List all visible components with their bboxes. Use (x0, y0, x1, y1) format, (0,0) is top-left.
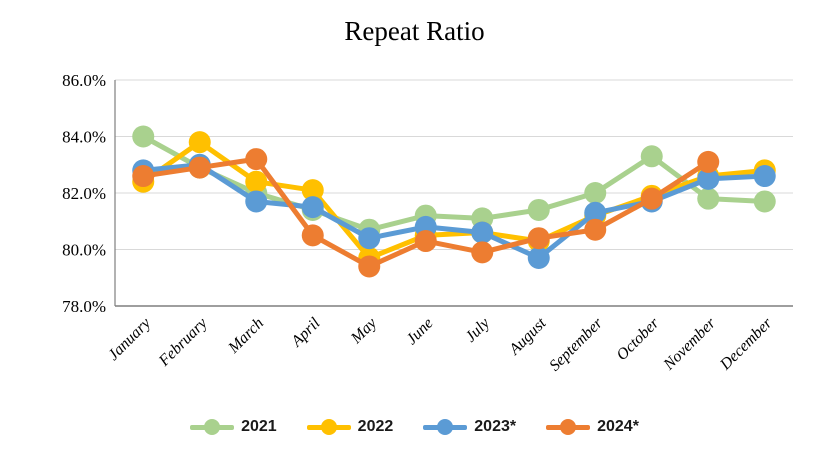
data-point-2023-may (358, 227, 381, 250)
data-point-2021-august (527, 198, 550, 221)
data-point-2024-june (414, 230, 437, 253)
x-tick-label-november: November (660, 314, 720, 374)
x-tick-label-january: January (105, 314, 155, 364)
x-tick-label-september: September (546, 314, 606, 374)
data-point-2024-november (697, 150, 720, 173)
data-point-2021-november (697, 187, 720, 210)
legend-label: 2024* (597, 418, 639, 435)
data-point-2024-september (584, 218, 607, 241)
legend-item-2021: 2021 (190, 418, 277, 436)
legend-dot-icon (437, 419, 454, 435)
x-tick-label-april: April (288, 314, 324, 350)
x-tick-label-july: July (462, 314, 493, 345)
legend-swatch-icon (423, 419, 468, 435)
data-point-2024-february (188, 156, 211, 179)
data-point-2023-september (584, 201, 607, 224)
legend-dot-icon (204, 419, 221, 435)
legend-swatch-icon (306, 419, 351, 435)
data-point-2024-october (640, 187, 663, 210)
data-point-2022-april (301, 179, 324, 202)
x-tick-label-february: February (155, 314, 211, 370)
data-point-2022-february (188, 131, 211, 154)
legend-dot-icon (320, 419, 337, 435)
data-point-2023-april (301, 196, 324, 219)
data-point-2024-april (301, 224, 324, 247)
data-point-2022-march (245, 170, 268, 193)
legend-item-2022: 2022 (306, 418, 394, 436)
repeat-ratio-line-chart: 78.0% 80.0% 82.0% 84.0% 86.0% January February… (62, 71, 793, 375)
x-tick-label-august: August (505, 314, 550, 359)
legend-label: 2021 (241, 418, 277, 435)
data-point-2023-november (697, 167, 720, 190)
data-point-2023-august (527, 246, 550, 269)
data-point-2023-march (245, 190, 268, 213)
series-line-2023 (140, 162, 768, 261)
data-point-2024-july (471, 241, 494, 264)
legend-label: 2022 (357, 418, 394, 435)
chart-legend: 2021 2022 2023* 2024* (0, 418, 829, 436)
data-point-2021-december (753, 190, 776, 213)
x-tick-label-march: March (225, 315, 267, 357)
x-tick-label-may: May (347, 314, 380, 347)
data-point-2021-january (132, 125, 155, 148)
legend-item-2023: 2023* (423, 418, 516, 436)
series-line-2022 (140, 139, 768, 261)
y-tick-label: 80.0% (62, 241, 106, 260)
x-tick-label-june: June (403, 315, 436, 348)
data-point-2024-january (132, 165, 155, 188)
legend-item-2024: 2024* (546, 418, 639, 436)
legend-swatch-icon (190, 419, 235, 435)
data-point-2023-july (471, 221, 494, 244)
data-point-2021-october (640, 145, 663, 168)
y-tick-label: 78.0% (62, 297, 106, 316)
chart-title: Repeat Ratio (344, 16, 485, 46)
data-point-2023-december (753, 165, 776, 188)
y-tick-label: 82.0% (62, 184, 106, 203)
y-tick-label: 84.0% (62, 128, 106, 147)
y-tick-label: 86.0% (62, 71, 106, 90)
data-point-2024-may (358, 255, 381, 278)
data-point-2021-september (584, 182, 607, 204)
legend-label: 2023* (474, 418, 517, 435)
x-tick-label-december: December (716, 314, 776, 374)
legend-swatch-icon (546, 419, 591, 435)
data-point-2024-august (527, 227, 550, 250)
legend-dot-icon (560, 419, 577, 435)
x-tick-label-october: October (613, 314, 663, 364)
data-point-2024-march (245, 148, 268, 171)
